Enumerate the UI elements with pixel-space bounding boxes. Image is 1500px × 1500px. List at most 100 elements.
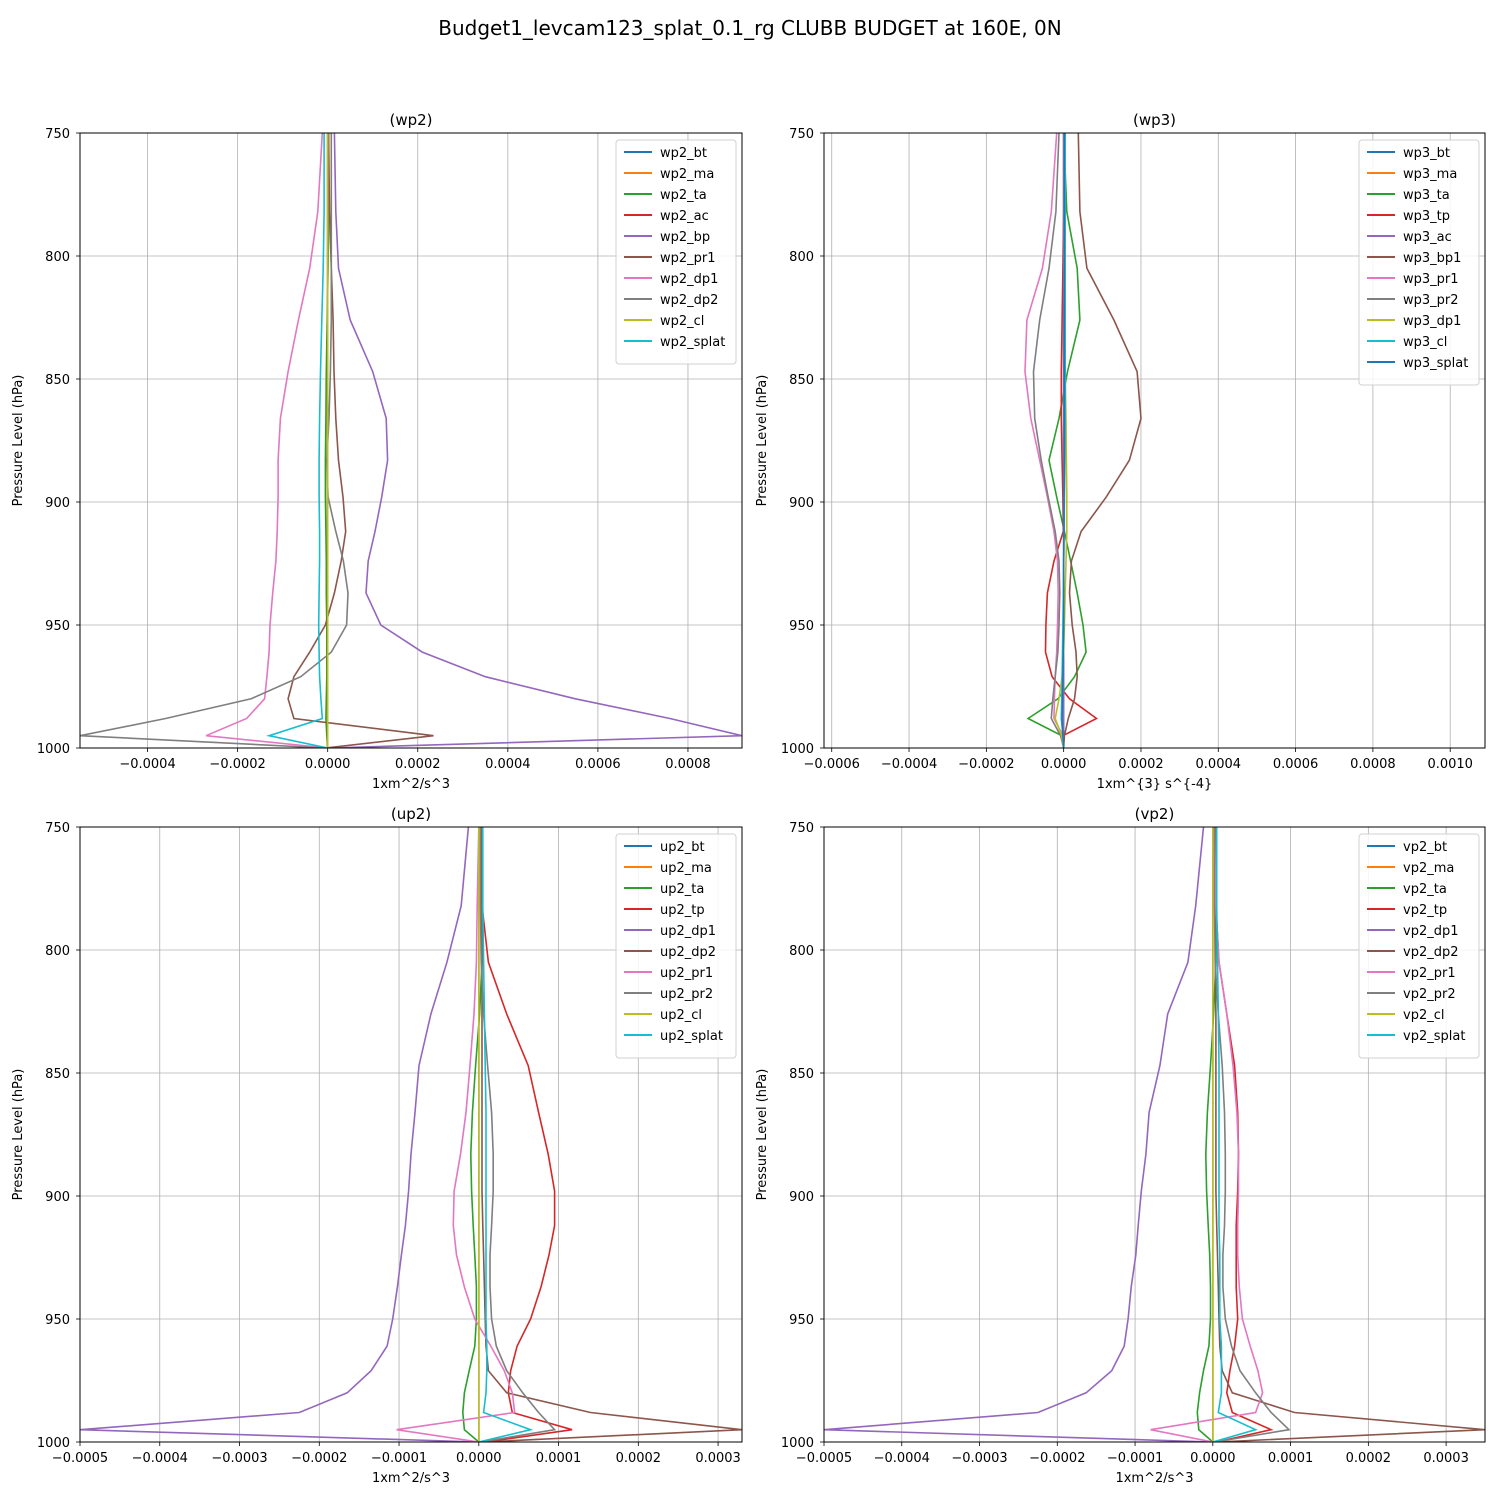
plot-frame [823,826,1486,1443]
legend-label: up2_pr2 [660,987,713,1002]
y-tick-label: 900 [45,496,70,511]
series-line-up2_splat [478,827,534,1442]
legend-box [615,833,737,1059]
series-line-wp2_dp1 [205,133,328,748]
x-tick-label: 0.0000 [1041,757,1087,772]
y-tick-label: 1000 [781,742,814,757]
y-tick-label: 800 [45,250,70,265]
x-tick-label: 0.0006 [575,757,621,772]
y-tick-label: 850 [789,1067,814,1082]
x-tick-label: −0.0004 [874,1451,930,1466]
legend-label: vp2_dp2 [1403,945,1459,960]
y-tick-label: 850 [45,1067,70,1082]
x-tick-label: 0.0000 [1190,1451,1236,1466]
x-tick-label: 0.0006 [1273,757,1319,772]
legend-label: up2_ta [660,882,704,897]
legend: wp3_bt wp3_ma wp3_ta wp3_tp wp3_ac wp3_bp1 wp3… [1358,139,1480,386]
legend-label: wp2_bt [660,146,707,161]
series-lines [824,827,1485,1442]
series-line-wp3_splat [1061,133,1066,748]
y-tick-label: 1000 [37,1436,70,1451]
legend-label: wp2_ac [660,209,709,224]
legend-label: wp3_tp [1403,209,1450,224]
series-line-vp2_tp [1213,827,1274,1442]
x-tick-label: −0.0002 [209,757,265,772]
legend: up2_bt up2_ma up2_ta up2_tp up2_dp1 up2_dp2up… [615,833,737,1059]
legend-label: wp2_bp [660,230,710,245]
x-tick-label: 0.0010 [1427,757,1473,772]
x-tick-label: −0.0002 [958,757,1014,772]
legend-label: wp2_dp2 [660,293,718,308]
x-tick-label: 0.0000 [305,757,351,772]
series-line-wp2_splat [265,133,328,748]
legend-label: wp3_ac [1403,230,1452,245]
legend-label: wp3_pr1 [1403,272,1459,287]
y-axis-label: Pressure Level (hPa) [11,1069,26,1201]
legend-label: vp2_splat [1403,1029,1465,1044]
plot-frame [79,132,743,749]
y-tick-label: 750 [45,821,70,836]
y-axis-label: Pressure Level (hPa) [11,375,26,507]
legend-label: wp2_ta [660,188,707,203]
chart-title: (vp2) [1135,805,1175,823]
x-tick-label: 0.0001 [1268,1451,1314,1466]
legend-label: vp2_pr1 [1403,966,1456,981]
legend-label: wp3_cl [1403,335,1447,350]
legend-label: up2_bt [660,840,705,855]
x-tick-label: −0.0003 [951,1451,1007,1466]
series-line-vp2_splat [1212,827,1258,1442]
y-tick-label: 950 [45,1313,70,1328]
x-tick-label: −0.0004 [119,757,175,772]
y-tick-label: 900 [789,496,814,511]
chart-title: (wp3) [1133,111,1176,129]
x-tick-label: 0.0003 [695,1451,741,1466]
legend: wp2_bt wp2_ma wp2_ta wp2_ac wp2_bp wp2_pr1 wp2… [615,139,737,365]
legend-label: wp3_splat [1403,356,1468,371]
series-line-vp2_pr1 [1150,827,1264,1442]
series-line-vp2_dp2 [1214,827,1485,1442]
legend-label: wp2_cl [660,314,704,329]
chart-title: (up2) [391,805,431,823]
legend-label: vp2_bt [1403,840,1447,855]
y-tick-label: 800 [45,944,70,959]
series-line-up2_pr1 [396,827,516,1442]
series-line-wp3_pr1 [1024,133,1065,748]
figure-title: Budget1_levcam123_splat_0.1_rg CLUBB BUD… [438,16,1062,40]
y-tick-label: 750 [789,127,814,142]
series-line-up2_tp [481,827,573,1442]
y-axis-label: Pressure Level (hPa) [755,1069,770,1201]
series-line-up2_pr2 [479,827,557,1442]
plot-frame [823,132,1486,749]
plot-frame [79,826,743,1443]
series-line-vp2_dp1 [824,827,1213,1442]
x-axis-label: 1xm^2/s^3 [372,777,450,792]
legend-label: wp3_pr2 [1403,293,1459,308]
y-tick-label: 800 [789,250,814,265]
series-line-wp2_bp [328,133,742,748]
legend-label: wp3_ma [1403,167,1457,182]
series-line-up2_dp1 [80,827,479,1442]
x-tick-label: 0.0008 [665,757,711,772]
x-tick-label: 0.0001 [536,1451,582,1466]
x-tick-label: −0.0002 [1029,1451,1085,1466]
legend-label: vp2_ma [1403,861,1454,876]
legend-label: wp3_bp1 [1403,251,1461,266]
y-axis-label: Pressure Level (hPa) [755,375,770,507]
y-tick-label: 900 [789,1190,814,1205]
legend-label: up2_tp [660,903,705,918]
legend-label: vp2_dp1 [1403,924,1459,939]
legend-box [615,139,737,365]
y-tick-label: 800 [789,944,814,959]
series-lines [80,133,742,748]
legend-box [1358,139,1480,386]
legend-label: wp3_ta [1403,188,1450,203]
y-tick-label: 850 [45,373,70,388]
x-tick-label: 0.0000 [456,1451,502,1466]
legend-label: wp2_ma [660,167,714,182]
legend-label: up2_ma [660,861,712,876]
x-tick-label: 0.0004 [1196,757,1242,772]
legend: vp2_bt vp2_ma vp2_ta vp2_tp vp2_dp1 vp2_dp2vp… [1358,833,1480,1059]
